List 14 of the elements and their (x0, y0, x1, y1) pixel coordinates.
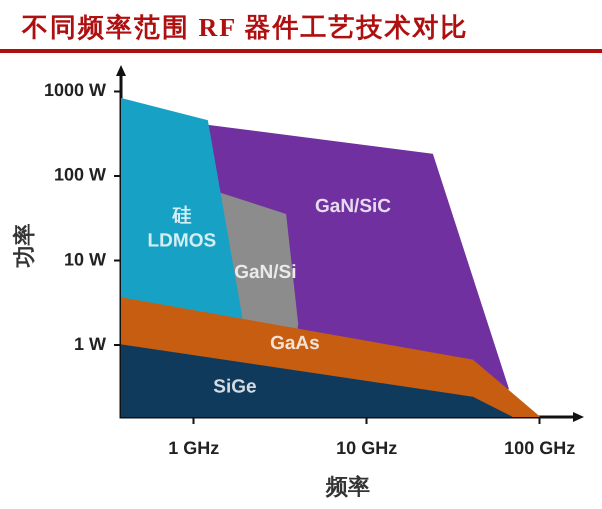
y-tick-label: 1000 W (44, 80, 106, 100)
x-tick-label: 10 GHz (336, 438, 398, 458)
series-label: GaN/SiC (314, 196, 392, 217)
series-label: SiGe (213, 376, 257, 398)
y-tick-label: 1 W (74, 334, 106, 354)
x-axis-title: 频率 (325, 474, 370, 499)
y-axis-title: 功率 (11, 224, 36, 268)
x-tick-label: 1 GHz (168, 438, 220, 458)
series-label: 硅 LDMOS (148, 204, 216, 252)
x-tick-label: 100 GHz (504, 438, 576, 458)
y-tick-label: 10 W (64, 249, 106, 270)
y-tick-label: 100 W (54, 164, 106, 185)
series-label: GaAs (270, 332, 320, 354)
chart-title: 不同频率范围 RF 器件工艺技术对比 (22, 12, 469, 44)
